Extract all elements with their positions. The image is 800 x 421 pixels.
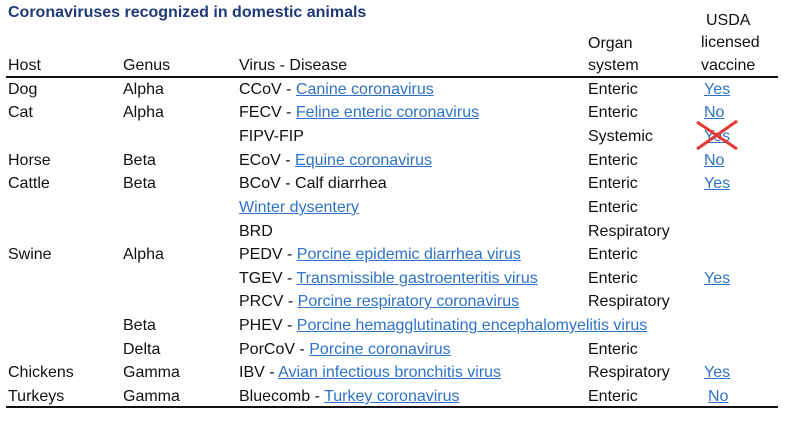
vaccine-link[interactable]: Yes [704,269,730,289]
organ-system-cell: Enteric [588,80,638,100]
disease-link[interactable]: Porcine epidemic diarrhea virus [297,246,521,263]
header-usda-line2: licensed [701,33,760,53]
host-cell: Cat [8,103,33,123]
virus-disease-cell: Winter dysentery [239,198,359,218]
virus-abbreviation: IBV - [239,364,278,381]
organ-system-cell: Enteric [588,198,638,218]
genus-cell: Beta [123,316,156,336]
host-cell: Horse [8,151,51,171]
virus-abbreviation: PHEV - [239,317,297,334]
virus-abbreviation: Bluecomb - [239,388,324,405]
virus-disease-cell: ECoV - Equine coronavirus [239,151,432,171]
header-virus-disease: Virus - Disease [239,56,347,76]
organ-system-cell: Enteric [588,245,638,265]
genus-cell: Beta [123,151,156,171]
header-host: Host [8,56,41,76]
virus-abbreviation: FECV - [239,104,296,121]
disease-link[interactable]: Feline enteric coronavirus [296,104,479,121]
disease-link[interactable]: Porcine coronavirus [309,341,450,358]
organ-system-cell: Enteric [588,340,638,360]
vaccine-link[interactable]: No [704,151,724,171]
organ-system-cell: Enteric [588,269,638,289]
disease-link[interactable]: Porcine hemagglutinating encephalomyelit… [297,317,647,334]
organ-system-cell: Enteric [588,387,638,407]
organ-system-cell: Respiratory [588,363,670,383]
virus-abbreviation: BCoV - Calf diarrhea [239,175,387,192]
virus-disease-cell: PRCV - Porcine respiratory coronavirus [239,292,519,312]
header-organ-line1: Organ [588,34,632,54]
header-usda-line1: USDA [706,11,750,31]
virus-abbreviation: CCoV - [239,81,296,98]
genus-cell: Gamma [123,387,180,407]
bottom-rule [6,406,778,408]
genus-cell: Alpha [123,103,164,123]
genus-cell: Gamma [123,363,180,383]
table-title: Coronaviruses recognized in domestic ani… [8,4,366,22]
virus-disease-cell: CCoV - Canine coronavirus [239,80,434,100]
virus-disease-cell: BCoV - Calf diarrhea [239,174,387,194]
header-usda-line3: vaccine [701,56,755,76]
header-rule [6,76,778,78]
disease-link[interactable]: Transmissible gastroenteritis virus [297,270,538,287]
virus-disease-cell: PEDV - Porcine epidemic diarrhea virus [239,245,521,265]
vaccine-link[interactable]: No [708,387,728,407]
organ-system-cell: Respiratory [588,222,670,242]
virus-disease-cell: IBV - Avian infectious bronchitis virus [239,363,501,383]
disease-link[interactable]: Winter dysentery [239,199,359,216]
virus-disease-cell: TGEV - Transmissible gastroenteritis vir… [239,269,538,289]
virus-abbreviation: TGEV - [239,270,297,287]
disease-link[interactable]: Porcine respiratory coronavirus [298,293,519,310]
virus-disease-cell: BRD [239,222,273,242]
genus-cell: Delta [123,340,160,360]
virus-disease-cell: PHEV - Porcine hemagglutinating encephal… [239,316,647,336]
virus-abbreviation: PRCV - [239,293,298,310]
host-cell: Dog [8,80,37,100]
vaccine-link[interactable]: Yes [704,80,730,100]
virus-disease-cell: FIPV-FIP [239,127,304,147]
organ-system-cell: Enteric [588,151,638,171]
genus-cell: Alpha [123,245,164,265]
vaccine-link[interactable]: Yes [704,174,730,194]
vaccine-link[interactable]: Yes [704,363,730,383]
virus-disease-cell: FECV - Feline enteric coronavirus [239,103,479,123]
genus-cell: Beta [123,174,156,194]
disease-link[interactable]: Canine coronavirus [296,81,434,98]
host-cell: Turkeys [8,387,64,407]
crossed-out-mark-icon [693,118,741,152]
virus-abbreviation: PorCoV - [239,341,309,358]
virus-abbreviation: ECoV - [239,152,295,169]
virus-abbreviation: BRD [239,223,273,240]
virus-disease-cell: PorCoV - Porcine coronavirus [239,340,451,360]
virus-disease-cell: Bluecomb - Turkey coronavirus [239,387,460,407]
header-genus: Genus [123,56,170,76]
disease-link[interactable]: Equine coronavirus [295,152,432,169]
host-cell: Cattle [8,174,50,194]
header-organ-line2: system [588,56,639,76]
host-cell: Swine [8,245,52,265]
virus-abbreviation: PEDV - [239,246,297,263]
virus-abbreviation: FIPV-FIP [239,128,304,145]
host-cell: Chickens [8,363,74,383]
organ-system-cell: Enteric [588,103,638,123]
disease-link[interactable]: Avian infectious bronchitis virus [278,364,501,381]
organ-system-cell: Enteric [588,174,638,194]
disease-link[interactable]: Turkey coronavirus [324,388,459,405]
organ-system-cell: Respiratory [588,292,670,312]
organ-system-cell: Systemic [588,127,653,147]
genus-cell: Alpha [123,80,164,100]
